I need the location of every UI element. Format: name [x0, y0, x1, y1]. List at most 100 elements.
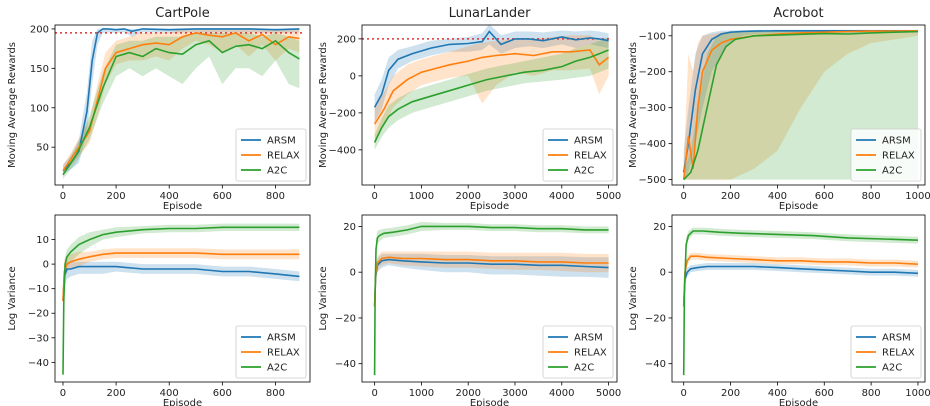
y-tick-label: 50 — [36, 143, 49, 154]
x-axis-label: Episode — [163, 201, 202, 212]
x-axis-label: Episode — [779, 398, 818, 406]
y-tick-label: −500 — [639, 175, 666, 186]
chart-panel-1: 0 1000 2000 3000 4000 5000 −400 −200 0 200 LunarLa… — [318, 6, 621, 212]
y-tick-label: −40 — [28, 358, 49, 369]
line-a2c — [373, 49, 609, 143]
band-arsm — [683, 29, 918, 180]
legend-label: ARSM — [882, 136, 911, 147]
y-tick-label: −40 — [335, 359, 356, 370]
y-axis-label: Log Variance — [7, 266, 18, 330]
x-tick-label: 800 — [266, 388, 285, 399]
legend-label: A2C — [267, 363, 287, 374]
line-relax — [682, 255, 919, 307]
x-axis-label: Episode — [779, 201, 818, 212]
x-tick-label: 600 — [815, 191, 834, 202]
plot-area — [682, 227, 919, 378]
legend: ARSM RELAX A2C — [235, 325, 307, 379]
x-tick-label: 0 — [681, 191, 687, 202]
y-tick-label: 200 — [30, 24, 49, 35]
line-arsm — [682, 265, 919, 307]
x-tick-label: 600 — [815, 388, 834, 399]
x-tick-label: 200 — [107, 191, 126, 202]
legend-label: RELAX — [267, 151, 300, 162]
x-tick-label: 400 — [160, 388, 179, 399]
chart-panel-2: 0 200 400 600 800 1000 −500 −400 −300 −200 −100 Acr… — [628, 6, 930, 212]
chart-panel-4: 0 1000 2000 3000 4000 5000 −40 −20 0 20 Episode Log… — [318, 214, 621, 406]
band-relax — [63, 28, 300, 175]
x-tick-label: 0 — [681, 388, 687, 399]
legend-label: ARSM — [574, 136, 603, 147]
band-arsm — [374, 25, 609, 123]
chart-title: Acrobot — [773, 6, 823, 21]
y-axis-label: Log Variance — [318, 266, 329, 330]
chart-title: LunarLander — [449, 6, 532, 21]
y-tick-label: −400 — [329, 145, 356, 156]
legend-label: A2C — [574, 166, 594, 177]
y-tick-label: −20 — [28, 309, 49, 320]
band-a2c — [63, 223, 300, 378]
line-a2c — [683, 30, 919, 181]
y-tick-label: −100 — [639, 31, 666, 42]
x-tick-label: 800 — [862, 388, 881, 399]
y-tick-label: −300 — [639, 103, 666, 114]
legend-label: A2C — [267, 166, 287, 177]
plot-area — [55, 28, 303, 179]
axes-frame — [54, 214, 311, 383]
line-arsm — [62, 28, 300, 172]
x-tick-label: 600 — [213, 191, 232, 202]
y-tick-label: −10 — [28, 284, 49, 295]
line-a2c — [62, 226, 300, 375]
band-arsm — [683, 263, 918, 318]
plot-area — [62, 223, 300, 378]
legend-label: RELAX — [574, 348, 607, 359]
band-relax — [63, 248, 300, 314]
x-tick-label: 0 — [60, 191, 66, 202]
x-tick-label: 3000 — [502, 388, 527, 399]
y-axis-label: Moving Average Rewards — [318, 42, 329, 168]
plot-area — [362, 25, 610, 150]
y-tick-label: −20 — [645, 313, 666, 324]
legend-box — [542, 325, 614, 379]
band-relax — [374, 35, 609, 141]
x-tick-label: 800 — [862, 191, 881, 202]
chart-panel-5: 0 200 400 600 800 1000 −40 −20 0 20 Episode Log Var… — [628, 214, 930, 406]
x-tick-label: 5000 — [596, 388, 621, 399]
x-tick-label: 200 — [721, 191, 740, 202]
band-arsm — [63, 261, 300, 314]
line-arsm — [62, 265, 300, 302]
band-a2c — [683, 227, 918, 378]
line-a2c — [62, 39, 300, 176]
legend-box — [850, 128, 922, 182]
legend: ARSM RELAX A2C — [235, 128, 307, 182]
y-tick-label: −30 — [28, 333, 49, 344]
line-relax — [373, 256, 609, 307]
x-tick-label: 200 — [107, 388, 126, 399]
line-a2c — [682, 230, 919, 376]
x-tick-label: 800 — [266, 191, 285, 202]
x-tick-label: 400 — [160, 191, 179, 202]
y-tick-label: 0 — [350, 268, 356, 279]
legend: ARSM RELAX A2C — [542, 325, 614, 379]
x-tick-label: 200 — [721, 388, 740, 399]
legend-label: ARSM — [574, 333, 603, 344]
legend-label: ARSM — [267, 136, 296, 147]
line-relax — [62, 32, 300, 172]
legend-box — [542, 128, 614, 182]
y-tick-label: 0 — [660, 268, 666, 279]
y-tick-label: 20 — [343, 222, 356, 233]
y-tick-label: 0 — [350, 71, 356, 82]
band-relax — [683, 252, 918, 318]
line-a2c — [373, 225, 609, 376]
x-tick-label: 0 — [371, 388, 377, 399]
y-tick-label: −20 — [335, 313, 356, 324]
x-axis-label: Episode — [470, 398, 509, 406]
chart-title: CartPole — [155, 6, 209, 21]
x-tick-label: 3000 — [502, 191, 527, 202]
legend-box — [850, 325, 922, 379]
line-arsm — [373, 258, 609, 307]
axes-frame — [361, 24, 618, 186]
x-tick-label: 0 — [371, 191, 377, 202]
band-arsm — [374, 253, 609, 318]
x-tick-label: 2000 — [455, 388, 480, 399]
